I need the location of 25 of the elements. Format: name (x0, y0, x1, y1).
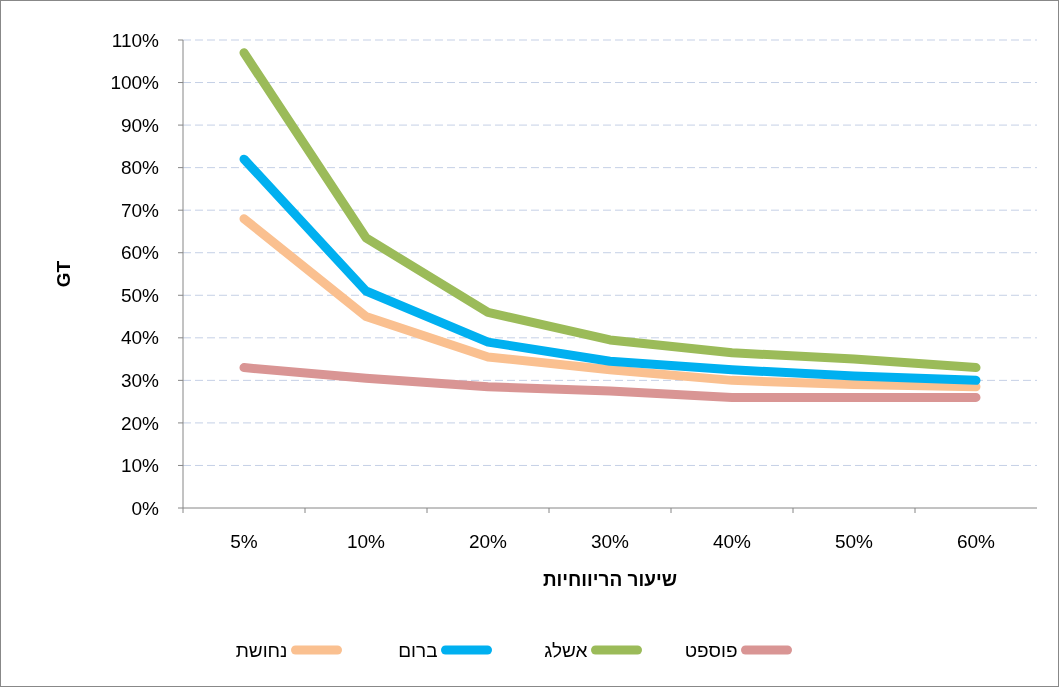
x-tick-label: 30% (590, 531, 630, 552)
legend-label: נחושת (235, 639, 288, 661)
x-tick-label: 60% (956, 531, 996, 552)
y-tick-label: 100% (110, 72, 160, 94)
y-tick-label: 110% (111, 29, 160, 51)
y-tick-label: 70% (120, 199, 160, 221)
legend-label: פוספט (684, 639, 738, 661)
y-tick-label: 30% (120, 370, 160, 392)
y-tick-label: 60% (120, 242, 160, 264)
y-tick-label: 80% (120, 157, 160, 179)
x-tick-label: 50% (834, 531, 874, 552)
x-axis-title: שיעור הריווחיות (542, 569, 678, 590)
legend-label: ברום (398, 639, 438, 661)
x-tick-label: 5% (230, 531, 258, 552)
legend-label: אשלג (544, 639, 588, 661)
y-tick-label: 0% (131, 497, 160, 519)
x-tick-label: 40% (712, 531, 752, 552)
y-tick-label: 40% (120, 327, 160, 349)
y-tick-label: 90% (120, 114, 160, 136)
x-tick-label: 10% (346, 531, 386, 552)
y-axis-title: GT (53, 260, 74, 288)
y-tick-label: 10% (120, 455, 160, 477)
y-tick-label: 20% (120, 412, 160, 434)
y-tick-label: 50% (120, 284, 160, 306)
x-tick-label: 20% (468, 531, 508, 552)
